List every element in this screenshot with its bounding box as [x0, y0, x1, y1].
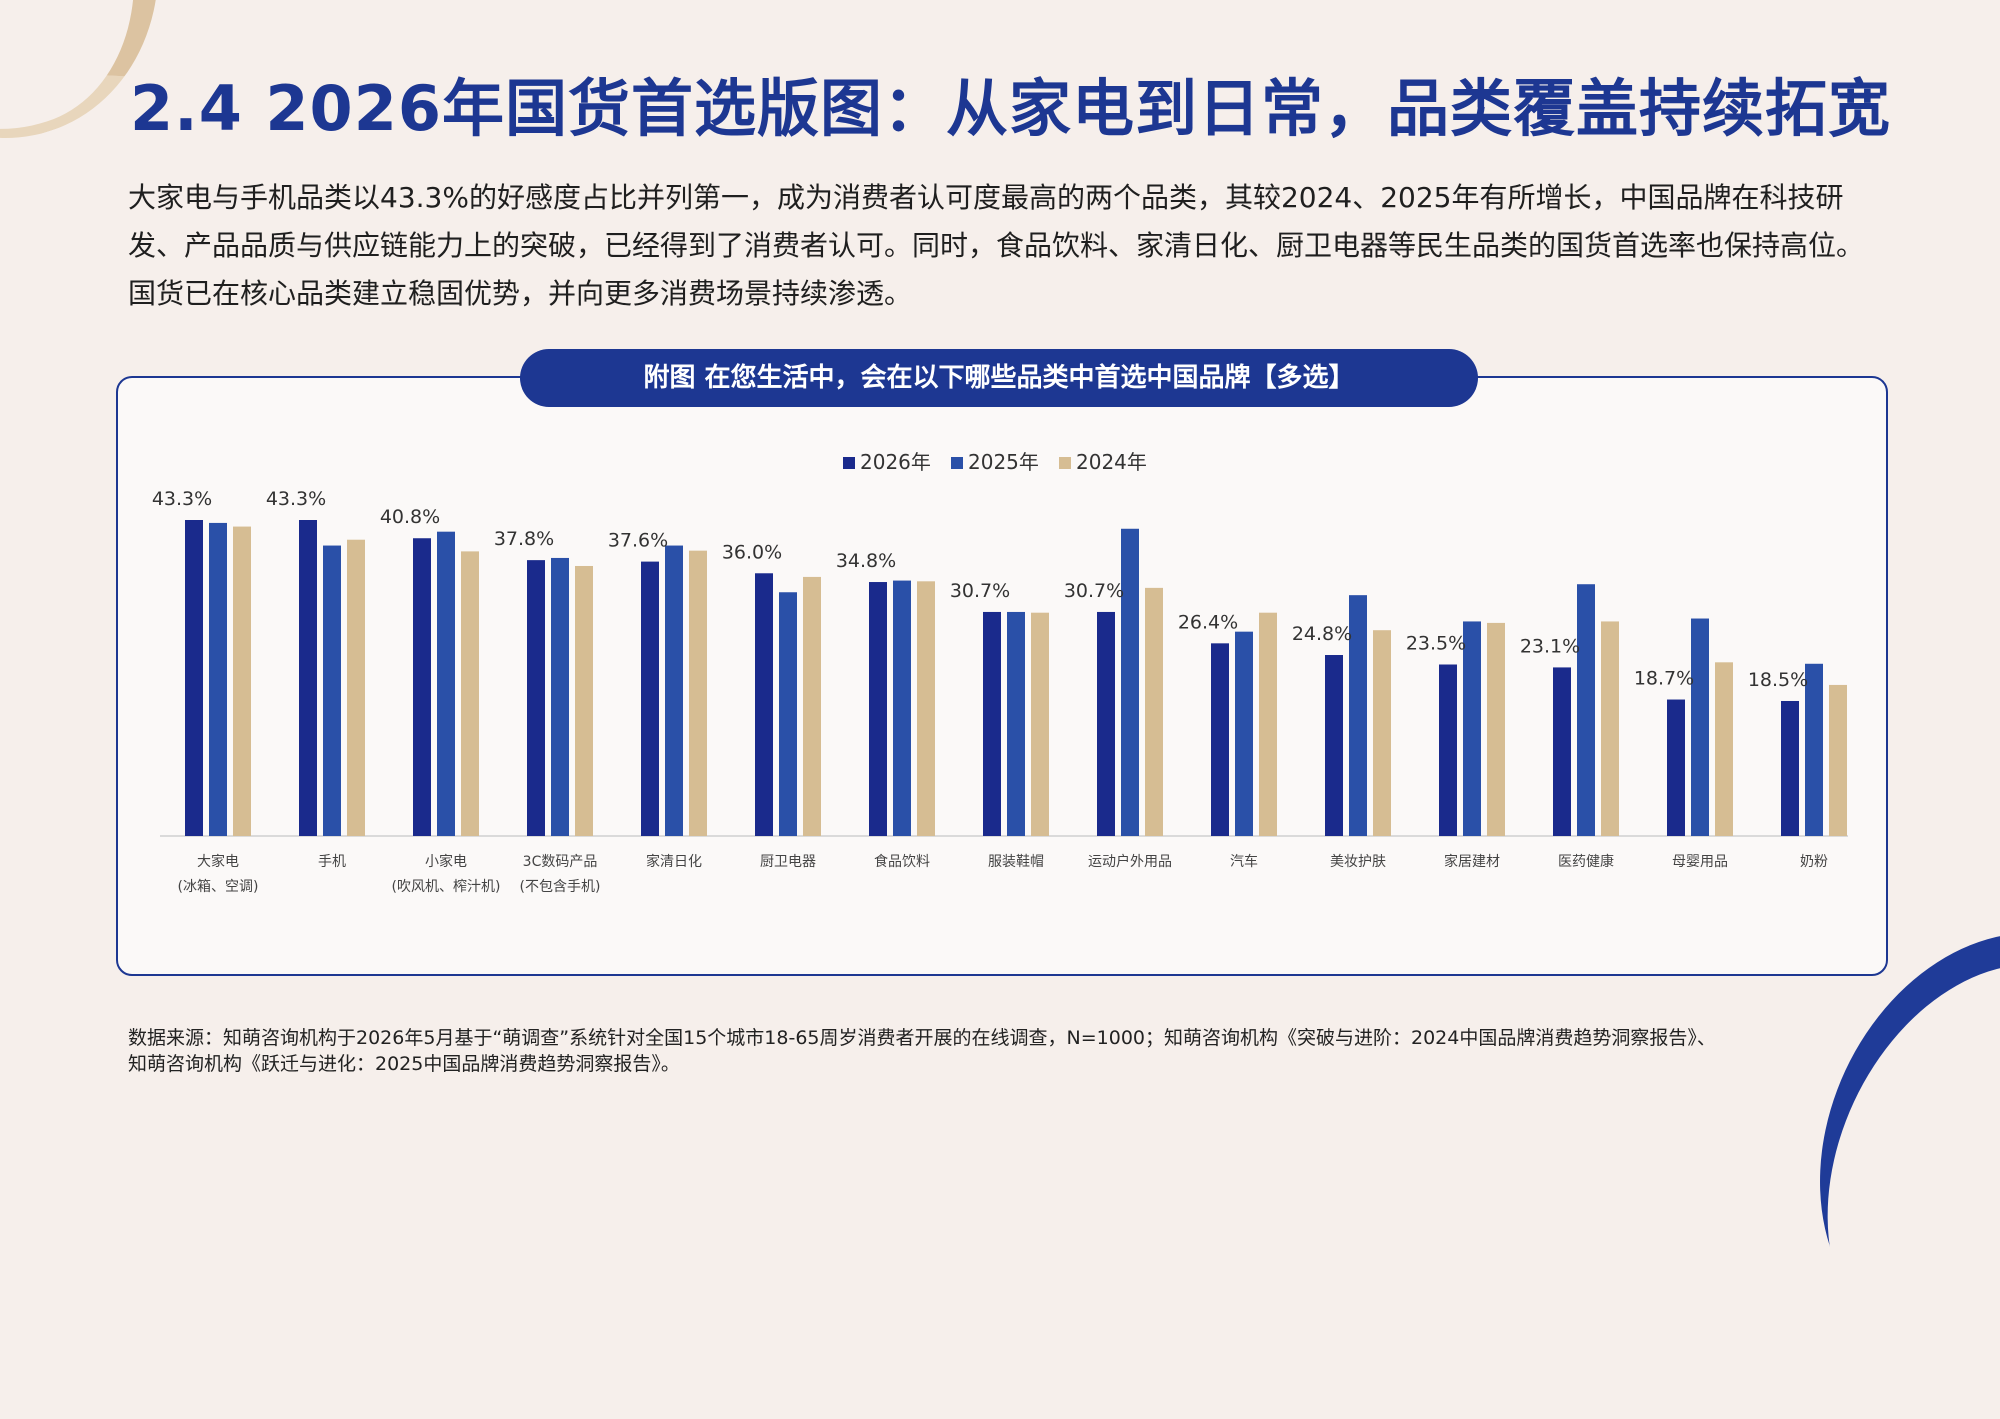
category-label-2-1: (吹风机、榨汁机) — [392, 878, 501, 895]
bar-2026年-9 — [1211, 643, 1229, 836]
category-label-3-1: (不包含手机) — [520, 879, 601, 895]
bar-2025年-0 — [209, 522, 227, 836]
bar-2024年-12 — [1601, 621, 1619, 836]
data-label-4: 37.6% — [608, 530, 668, 552]
bar-2025年-11 — [1463, 621, 1481, 836]
bar-2026年-13 — [1667, 699, 1685, 836]
bar-2024年-5 — [803, 576, 821, 836]
category-label-0-0: 大家电 — [197, 853, 239, 870]
bar-2026年-2 — [413, 538, 431, 836]
category-label-3-0: 3C数码产品 — [523, 854, 598, 870]
category-label-14-0: 奶粉 — [1800, 854, 1828, 870]
bar-2025年-12 — [1577, 584, 1595, 836]
bar-2026年-4 — [641, 561, 659, 836]
bar-2025年-6 — [893, 580, 911, 836]
bar-2025年-10 — [1349, 595, 1367, 836]
legend-label-2025年: 2025年 — [968, 450, 1039, 474]
bar-2026年-11 — [1439, 664, 1457, 836]
category-label-11-0: 家居建材 — [1444, 853, 1500, 870]
category-label-7-0: 服装鞋帽 — [988, 854, 1044, 870]
data-label-7: 30.7% — [950, 580, 1010, 602]
bar-2026年-1 — [299, 520, 317, 836]
bar-2025年-7 — [1007, 611, 1025, 836]
bar-2025年-1 — [323, 545, 341, 836]
category-label-8-0: 运动户外用品 — [1088, 853, 1172, 870]
bar-2025年-2 — [437, 531, 455, 836]
category-label-9-0: 汽车 — [1230, 853, 1258, 870]
bar-2024年-9 — [1259, 612, 1277, 836]
bar-2025年-5 — [779, 592, 797, 836]
bar-2024年-14 — [1829, 684, 1847, 836]
category-label-4-0: 家清日化 — [646, 853, 702, 870]
bar-2025年-14 — [1805, 663, 1823, 836]
bar-2026年-8 — [1097, 611, 1115, 836]
legend-label-2024年: 2024年 — [1076, 450, 1147, 474]
data-label-1: 43.3% — [266, 488, 326, 510]
data-label-5: 36.0% — [722, 541, 782, 563]
bar-2026年-0 — [185, 520, 203, 836]
legend-swatch-2024年 — [1059, 457, 1071, 469]
category-label-1-0: 手机 — [318, 854, 346, 870]
bar-2026年-6 — [869, 582, 887, 836]
data-label-8: 30.7% — [1064, 580, 1124, 602]
bar-2026年-14 — [1781, 700, 1799, 836]
bar-2024年-2 — [461, 551, 479, 836]
category-label-10-0: 美妆护肤 — [1330, 854, 1386, 870]
data-label-6: 34.8% — [836, 550, 896, 572]
data-label-12: 23.1% — [1520, 635, 1580, 657]
bar-2024年-6 — [917, 581, 935, 836]
legend-swatch-2026年 — [843, 457, 855, 469]
category-label-12-0: 医药健康 — [1558, 853, 1614, 870]
bar-2024年-8 — [1145, 587, 1163, 836]
data-label-11: 23.5% — [1406, 632, 1466, 654]
data-label-9: 26.4% — [1178, 611, 1238, 633]
category-label-13-0: 母婴用品 — [1672, 854, 1728, 870]
data-label-0: 43.3% — [152, 488, 212, 510]
bar-2026年-10 — [1325, 655, 1343, 836]
data-label-10: 24.8% — [1292, 623, 1352, 645]
category-label-2-0: 小家电 — [425, 853, 467, 870]
data-label-13: 18.7% — [1634, 668, 1694, 690]
bar-2024年-10 — [1373, 630, 1391, 836]
category-label-5-0: 厨卫电器 — [760, 854, 816, 870]
bar-2025年-3 — [551, 557, 569, 836]
source-footnote-line-2: 知萌咨询机构《跃迁与进化：2025中国品牌消费趋势洞察报告》。 — [128, 1053, 680, 1075]
bar-2024年-4 — [689, 550, 707, 836]
data-label-2: 40.8% — [380, 506, 440, 528]
bar-2026年-12 — [1553, 667, 1571, 836]
page-title: 2.4 2026年国货首选版图：从家电到日常，品类覆盖持续拓宽 — [130, 72, 1891, 145]
bar-chart: 43.3% 大家电 (冰箱、空调) 43.3% 手机 40.8% 小家电 (吹风机、榨汁机) 3… — [152, 450, 1848, 895]
bar-2026年-3 — [527, 560, 545, 836]
bar-2024年-0 — [233, 526, 251, 836]
category-label-6-0: 食品饮料 — [874, 853, 930, 870]
source-footnote: 数据来源：知萌咨询机构于2026年5月基于“萌调查”系统针对全国15个城市18-… — [128, 1025, 1928, 1077]
category-label-0-1: (冰箱、空调) — [178, 879, 259, 895]
legend-label-2026年: 2026年 — [860, 450, 931, 474]
bar-2024年-13 — [1715, 662, 1733, 836]
source-footnote-line-1: 数据来源：知萌咨询机构于2026年5月基于“萌调查”系统针对全国15个城市18-… — [128, 1027, 1716, 1049]
legend-swatch-2025年 — [951, 457, 963, 469]
bar-2024年-3 — [575, 565, 593, 836]
bar-2024年-1 — [347, 539, 365, 836]
intro-paragraph: 大家电与手机品类以43.3%的好感度占比并列第一，成为消费者认可度最高的两个品类… — [128, 181, 1865, 310]
data-label-3: 37.8% — [494, 528, 554, 550]
bar-2026年-7 — [983, 611, 1001, 836]
chart-heading: 附图 在您生活中，会在以下哪些品类中首选中国品牌【多选】 — [520, 349, 1478, 407]
bar-2025年-13 — [1691, 618, 1709, 836]
bar-2026年-5 — [755, 573, 773, 836]
bar-2025年-8 — [1121, 528, 1139, 836]
bar-2024年-11 — [1487, 622, 1505, 836]
bar-2025年-9 — [1235, 631, 1253, 836]
bar-2025年-4 — [665, 545, 683, 836]
data-label-14: 18.5% — [1748, 669, 1808, 691]
bar-2024年-7 — [1031, 612, 1049, 836]
